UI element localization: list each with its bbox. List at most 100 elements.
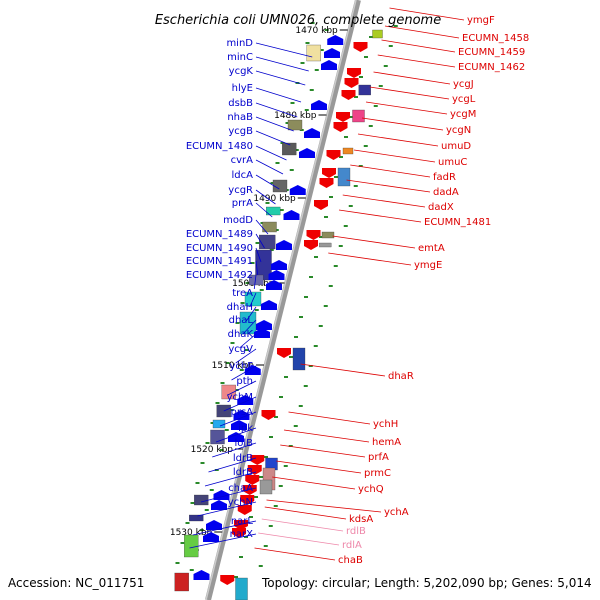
kbp-label: 1490 kbp bbox=[253, 194, 296, 204]
track-tick-mark bbox=[309, 89, 314, 91]
track-tick-mark bbox=[289, 169, 294, 171]
track-tick-mark bbox=[263, 545, 268, 547]
track-tick-mark bbox=[373, 105, 378, 107]
right-gene-label: prfA bbox=[368, 452, 389, 463]
track-tick-mark bbox=[200, 462, 205, 464]
gene-leader-line bbox=[369, 86, 450, 100]
track-tick-mark bbox=[175, 562, 180, 564]
track-tick-mark bbox=[284, 376, 288, 378]
gene-leader-line bbox=[208, 457, 257, 473]
gene-leader-line bbox=[192, 520, 257, 536]
gene-leader-line bbox=[255, 56, 309, 72]
track-tick-mark bbox=[269, 249, 274, 251]
track-tick-mark bbox=[254, 496, 258, 498]
gene-leader-line bbox=[242, 319, 257, 335]
leader-lines-layer bbox=[189, 7, 465, 561]
gene-leader-line bbox=[283, 429, 370, 443]
feature-blocks-layer bbox=[174, 29, 383, 600]
track-tick-mark bbox=[354, 96, 358, 98]
track-tick-mark bbox=[229, 409, 234, 411]
reverse-gene-arrow bbox=[237, 505, 252, 515]
right-gene-label: chaB bbox=[338, 555, 363, 566]
track-tick-mark bbox=[239, 369, 244, 371]
track-tick-mark bbox=[304, 109, 309, 111]
forward-gene-arrow bbox=[206, 520, 222, 530]
gene-feature-block bbox=[210, 429, 225, 445]
forward-gene-arrow bbox=[299, 148, 315, 158]
forward-gene-arrow bbox=[266, 280, 282, 290]
gene-feature-block bbox=[282, 142, 297, 156]
reverse-gene-arrow bbox=[333, 122, 348, 132]
gene-leader-line bbox=[239, 333, 257, 349]
track-tick-mark bbox=[314, 69, 319, 71]
track-tick-mark bbox=[305, 42, 310, 44]
track-tick-mark bbox=[324, 29, 329, 31]
gene-leader-line bbox=[264, 506, 347, 520]
right-gene-label: umuC bbox=[438, 157, 467, 168]
gene-feature-block bbox=[259, 479, 273, 495]
track-tick-mark bbox=[333, 265, 338, 267]
left-gene-label: prrA bbox=[232, 198, 253, 209]
track-tick-mark bbox=[244, 536, 248, 538]
track-tick-mark bbox=[304, 296, 308, 298]
gene-leader-line bbox=[272, 476, 356, 490]
reverse-gene-arrow bbox=[344, 78, 359, 88]
gene-leader-line bbox=[200, 487, 257, 503]
right-gene-label: ymgE bbox=[414, 260, 442, 271]
gene-feature-block bbox=[259, 234, 276, 250]
left-gene-label: dhaH bbox=[227, 302, 253, 313]
reverse-gene-arrow bbox=[347, 68, 361, 78]
right-gene-label: kdsA bbox=[349, 514, 373, 525]
track-tick-mark bbox=[199, 529, 204, 531]
track-tick-mark bbox=[234, 389, 239, 391]
track-tick-mark bbox=[250, 262, 255, 264]
track-tick-mark bbox=[254, 309, 259, 311]
left-gene-label: minC bbox=[227, 52, 253, 63]
gene-leader-line bbox=[245, 306, 257, 322]
track-tick-mark bbox=[329, 196, 333, 198]
forward-gene-arrow bbox=[244, 365, 261, 375]
right-gene-label: dadX bbox=[428, 202, 454, 213]
right-gene-label: ychA bbox=[384, 507, 409, 518]
genome-axis-highlight bbox=[205, 0, 357, 600]
gene-leader-line bbox=[249, 292, 257, 308]
forward-gene-arrow bbox=[324, 48, 340, 58]
reverse-gene-arrow bbox=[245, 475, 260, 485]
track-tick-mark bbox=[279, 396, 283, 398]
gene-leader-line bbox=[357, 133, 439, 147]
track-tick-mark bbox=[274, 229, 279, 231]
reverse-gene-arrow bbox=[240, 495, 255, 505]
gene-leader-line bbox=[197, 501, 257, 517]
gene-leader-line bbox=[255, 70, 306, 86]
track-tick-mark bbox=[344, 136, 348, 138]
gene-leader-line bbox=[353, 149, 436, 163]
accession-text: Accession: NC_011751 bbox=[8, 576, 144, 590]
track-tick-mark bbox=[293, 425, 298, 427]
right-gene-label: ychH bbox=[373, 419, 398, 430]
track-tick-mark bbox=[214, 469, 219, 471]
track-tick-mark bbox=[324, 216, 328, 218]
gene-leader-line bbox=[346, 179, 431, 193]
kbp-label: 1510 kbp bbox=[212, 361, 255, 371]
track-tick-mark bbox=[310, 22, 315, 24]
gene-feature-block bbox=[321, 231, 335, 239]
left-gene-label: ychN bbox=[228, 497, 253, 508]
reverse-gene-arrow bbox=[319, 178, 334, 188]
genome-summary-text: Topology: circular; Length: 5,202,090 bp… bbox=[261, 576, 592, 590]
track-tick-mark bbox=[383, 65, 388, 67]
track-tick-mark bbox=[318, 325, 323, 327]
left-gene-label: ECUMN_1491 bbox=[186, 256, 253, 267]
forward-gene-arrow bbox=[289, 185, 306, 195]
gene-leader-line bbox=[384, 25, 460, 39]
gene-labels-layer: minD minC ycgK hlyE dsbB nhaB ycgB ECUMN_1480cv… bbox=[186, 15, 529, 566]
track-tick-mark bbox=[234, 576, 238, 578]
track-tick-mark bbox=[274, 416, 278, 418]
track-tick-mark bbox=[225, 362, 230, 364]
track-tick-mark bbox=[180, 542, 185, 544]
track-tick-mark bbox=[290, 102, 295, 104]
right-gene-label: ECUMN_1459 bbox=[458, 47, 525, 58]
forward-gene-arrow bbox=[283, 210, 300, 220]
map-title: Escherichia coli UMN026, complete genome bbox=[155, 13, 441, 28]
track-tick-mark bbox=[349, 116, 353, 118]
right-gene-label: ychQ bbox=[358, 484, 384, 495]
